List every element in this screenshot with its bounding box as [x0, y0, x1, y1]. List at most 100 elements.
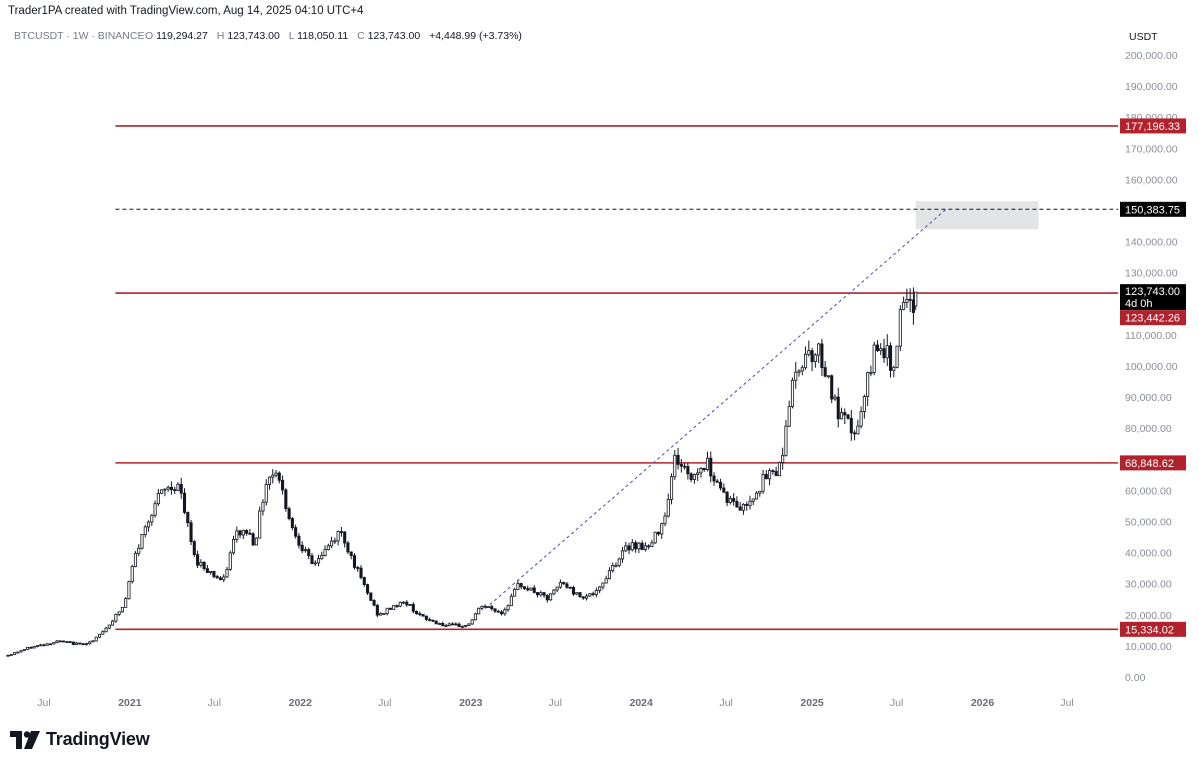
candle-body: [712, 475, 716, 482]
y-tick-label: 40,000.00: [1125, 548, 1172, 560]
candle-body: [339, 531, 343, 533]
candle-body: [388, 607, 392, 610]
candle-body: [71, 641, 75, 645]
candle-body: [35, 645, 39, 648]
candle-body: [160, 489, 164, 494]
candle-body: [826, 375, 830, 378]
candle-body: [310, 555, 314, 565]
candle-body: [735, 500, 739, 508]
low-label: L: [289, 30, 295, 42]
candle-body: [261, 501, 265, 512]
price-tag-support-15k: [1120, 621, 1186, 637]
candle-body: [500, 611, 504, 615]
candle-body: [777, 462, 781, 477]
candle-body: [356, 567, 360, 569]
candle-body: [607, 570, 611, 580]
x-tick-label: Jul: [549, 697, 562, 709]
candle-body: [267, 476, 272, 485]
candle-body: [271, 474, 275, 478]
candle-body: [823, 367, 827, 377]
candle-body: [434, 620, 438, 625]
candle-body: [656, 531, 661, 535]
candle-body: [428, 619, 432, 621]
candle-body: [683, 465, 687, 468]
candle-body: [320, 555, 324, 560]
candle-body: [875, 344, 880, 352]
candle-body: [91, 640, 95, 643]
candle-body: [303, 549, 307, 552]
candle-body: [666, 499, 670, 517]
candle-body: [460, 626, 464, 628]
candle-body: [294, 527, 298, 537]
candle-body: [745, 504, 749, 506]
candle-body: [820, 343, 824, 369]
y-tick-label: 200,000.00: [1125, 50, 1178, 62]
candle-body: [124, 598, 128, 608]
candle-body: [290, 518, 294, 528]
candle-body: [732, 498, 736, 502]
candle-body: [486, 606, 491, 608]
candle-body: [620, 550, 625, 560]
price-tag-label: 15,334.02: [1125, 624, 1174, 636]
candle-body: [405, 601, 409, 606]
candle-body: [274, 472, 278, 476]
candle-body: [542, 592, 546, 596]
candle-body: [382, 613, 386, 616]
candle-body: [205, 568, 209, 574]
candle-body: [604, 578, 608, 584]
candle-body: [264, 484, 268, 503]
candle-body: [637, 542, 641, 550]
candle-body: [120, 606, 124, 613]
candle-body: [189, 522, 193, 542]
candle-body: [859, 411, 863, 427]
candle-body: [258, 510, 262, 539]
candle-body: [97, 633, 102, 638]
candle-body: [905, 298, 909, 303]
candle-body: [634, 542, 638, 550]
candle-body: [316, 558, 321, 564]
symbol-label: BTCUSDT · 1W · BINANCE: [14, 30, 144, 42]
candle-body: [330, 540, 334, 547]
candle-body: [248, 532, 252, 535]
candle-body: [287, 508, 291, 519]
candle-body: [300, 544, 304, 552]
candle-body: [529, 587, 533, 591]
candle-body: [133, 552, 138, 567]
candle-body: [153, 503, 157, 516]
candle-body: [872, 344, 876, 373]
tradingview-logo[interactable]: TradingView: [10, 729, 150, 750]
open-label: O: [145, 30, 153, 42]
candle-body: [761, 473, 765, 492]
candle-body: [192, 541, 196, 555]
candle-body: [692, 474, 696, 480]
candle-body: [532, 587, 536, 593]
candle-body: [885, 345, 889, 359]
close-value: 123,743.00: [368, 30, 421, 42]
candle-body: [369, 592, 373, 601]
current-price-label: 123,743.00: [1125, 286, 1180, 298]
candle-body: [32, 645, 36, 649]
candle-body: [441, 623, 445, 627]
candle-body: [549, 593, 553, 601]
candle-body: [513, 589, 517, 597]
candle-countdown-label: 4d 0h: [1125, 298, 1153, 310]
candle-body: [179, 483, 183, 494]
candle-body: [163, 488, 167, 491]
candle-body: [705, 457, 710, 471]
candle-body: [522, 586, 526, 590]
y-tick-label: 100,000.00: [1125, 361, 1178, 373]
candle-body: [728, 498, 732, 503]
candle-body: [349, 551, 353, 556]
last-candle-body: [914, 291, 918, 307]
price-tag-label-offset: 123,442.26: [1125, 313, 1180, 325]
candle-body: [784, 425, 788, 456]
x-tick-label: 2023: [459, 697, 483, 709]
candle-body: [78, 642, 82, 645]
candle-body: [679, 463, 683, 467]
candle-body: [143, 526, 147, 535]
candle-body: [585, 595, 589, 599]
candle-body: [565, 583, 569, 588]
candle-body: [107, 624, 111, 629]
y-tick-label: 30,000.00: [1125, 579, 1172, 591]
